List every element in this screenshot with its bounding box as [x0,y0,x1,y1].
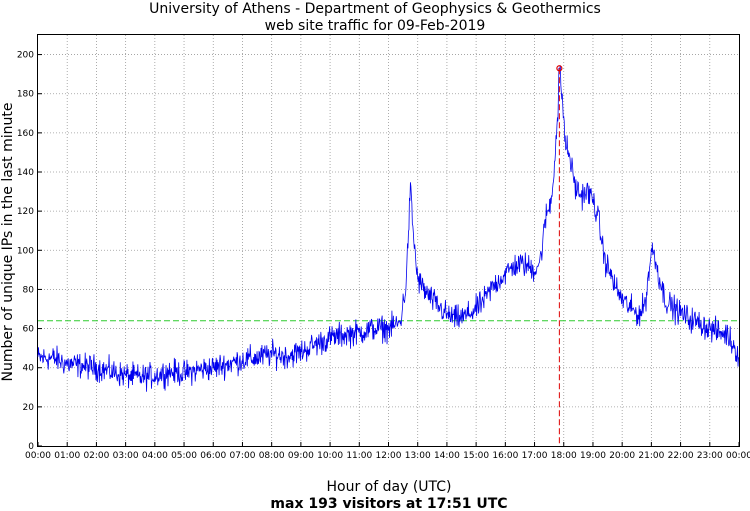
chart-footer: max 193 visitors at 17:51 UTC [270,496,507,511]
x-tick-label: 01:00 [54,451,80,461]
x-tick-label: 04:00 [142,451,168,461]
chart-title: University of Athens - Department of Geo… [149,1,601,17]
y-tick-label: 200 [17,51,34,61]
x-tick-label: 15:00 [463,451,489,461]
x-tick-label: 22:00 [668,451,694,461]
peak-annotation [556,65,563,446]
plot-area [37,34,740,447]
x-tick-label: 18:00 [551,451,577,461]
x-tick-label: 02:00 [83,451,109,461]
y-tick-label: 100 [17,246,34,256]
x-tick-label: 16:00 [492,451,518,461]
y-tick-label: 120 [17,207,34,217]
x-tick-label: 05:00 [171,451,197,461]
y-tick-label: 0 [28,442,34,452]
x-tick-label: 10:00 [317,451,343,461]
x-tick-label: 11:00 [346,451,372,461]
peak-marker [556,65,563,72]
x-tick-label: 19:00 [580,451,606,461]
x-tick-label: 03:00 [113,451,139,461]
y-axis-label: Number of unique IPs in the last minute [0,103,16,382]
x-tick-label: 14:00 [434,451,460,461]
x-tick-label: 13:00 [405,451,431,461]
x-tick-label: 08:00 [259,451,285,461]
y-tick-label: 20 [23,403,35,413]
y-tick-label: 160 [17,129,34,139]
x-axis-ticks: 00:00 01:00 02:00 03:00 04:00 05:00 06:00 07:00… [25,442,750,461]
x-tick-label: 17:00 [522,451,548,461]
x-tick-label: 09:00 [288,451,314,461]
x-tick-label: 12:00 [376,451,402,461]
y-tick-label: 180 [17,90,34,100]
y-tick-label: 80 [23,285,35,295]
y-tick-label: 140 [17,168,34,178]
x-tick-label: 23:00 [697,451,723,461]
x-tick-label: 00:00 [726,451,750,461]
x-axis-label: Hour of day (UTC) [327,479,452,495]
chart-subtitle: web site traffic for 09-Feb-2019 [265,18,486,34]
y-tick-label: 60 [23,325,35,335]
y-tick-label: 40 [23,364,35,374]
x-tick-label: 06:00 [200,451,226,461]
x-tick-label: 20:00 [609,451,635,461]
traffic-series-line [37,65,740,392]
x-tick-label: 07:00 [229,451,255,461]
y-axis-ticks: 0 20 40 60 80 100 120 140 160 180 200 [17,51,42,452]
series-layer [37,65,740,392]
x-tick-label: 00:00 [25,451,51,461]
x-tick-label: 21:00 [638,451,664,461]
